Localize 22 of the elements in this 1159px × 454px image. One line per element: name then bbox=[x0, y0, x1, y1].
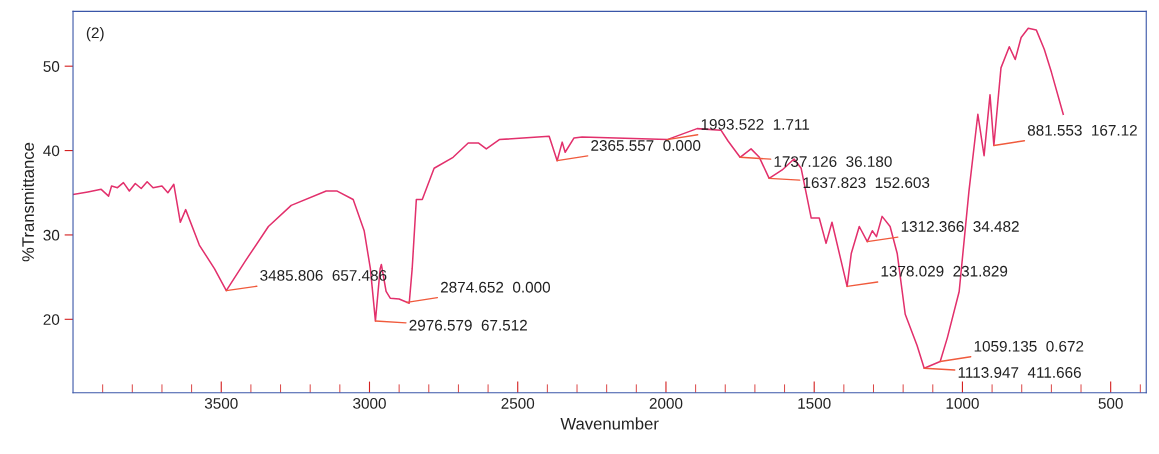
x-tick-label: 1000 bbox=[946, 397, 979, 409]
annotation: 1059.135 0.672 bbox=[974, 340, 1084, 352]
annotation: (2) bbox=[86, 26, 104, 42]
y-axis-title: %Transmittance bbox=[21, 142, 34, 262]
x-tick-label: 1500 bbox=[798, 397, 831, 409]
x-tick-label: 3000 bbox=[353, 397, 386, 409]
y-tick-label: 40 bbox=[43, 145, 60, 157]
annotation: 1993.522 1.711 bbox=[701, 118, 810, 130]
y-tick-label: 30 bbox=[43, 229, 60, 241]
x-tick-label: 2500 bbox=[501, 397, 535, 409]
annotation: 881.553 167.12 bbox=[1027, 124, 1137, 136]
annotation: 2976.579 67.512 bbox=[409, 319, 527, 331]
y-tick-label: 20 bbox=[43, 314, 60, 325]
x-tick-label: 3500 bbox=[204, 397, 238, 409]
x-tick-label: 500 bbox=[1098, 397, 1123, 409]
annotation: 1113.947 411.666 bbox=[958, 367, 1081, 378]
annotation: 2874.652 0.000 bbox=[440, 281, 551, 293]
annotation: 2365.557 0.000 bbox=[591, 140, 701, 151]
x-tick-label: 2000 bbox=[649, 397, 683, 409]
x-axis-title: Wavenumber bbox=[560, 417, 659, 430]
annotation: 1312.366 34.482 bbox=[901, 221, 1019, 232]
y-tick-label: 50 bbox=[43, 61, 60, 72]
